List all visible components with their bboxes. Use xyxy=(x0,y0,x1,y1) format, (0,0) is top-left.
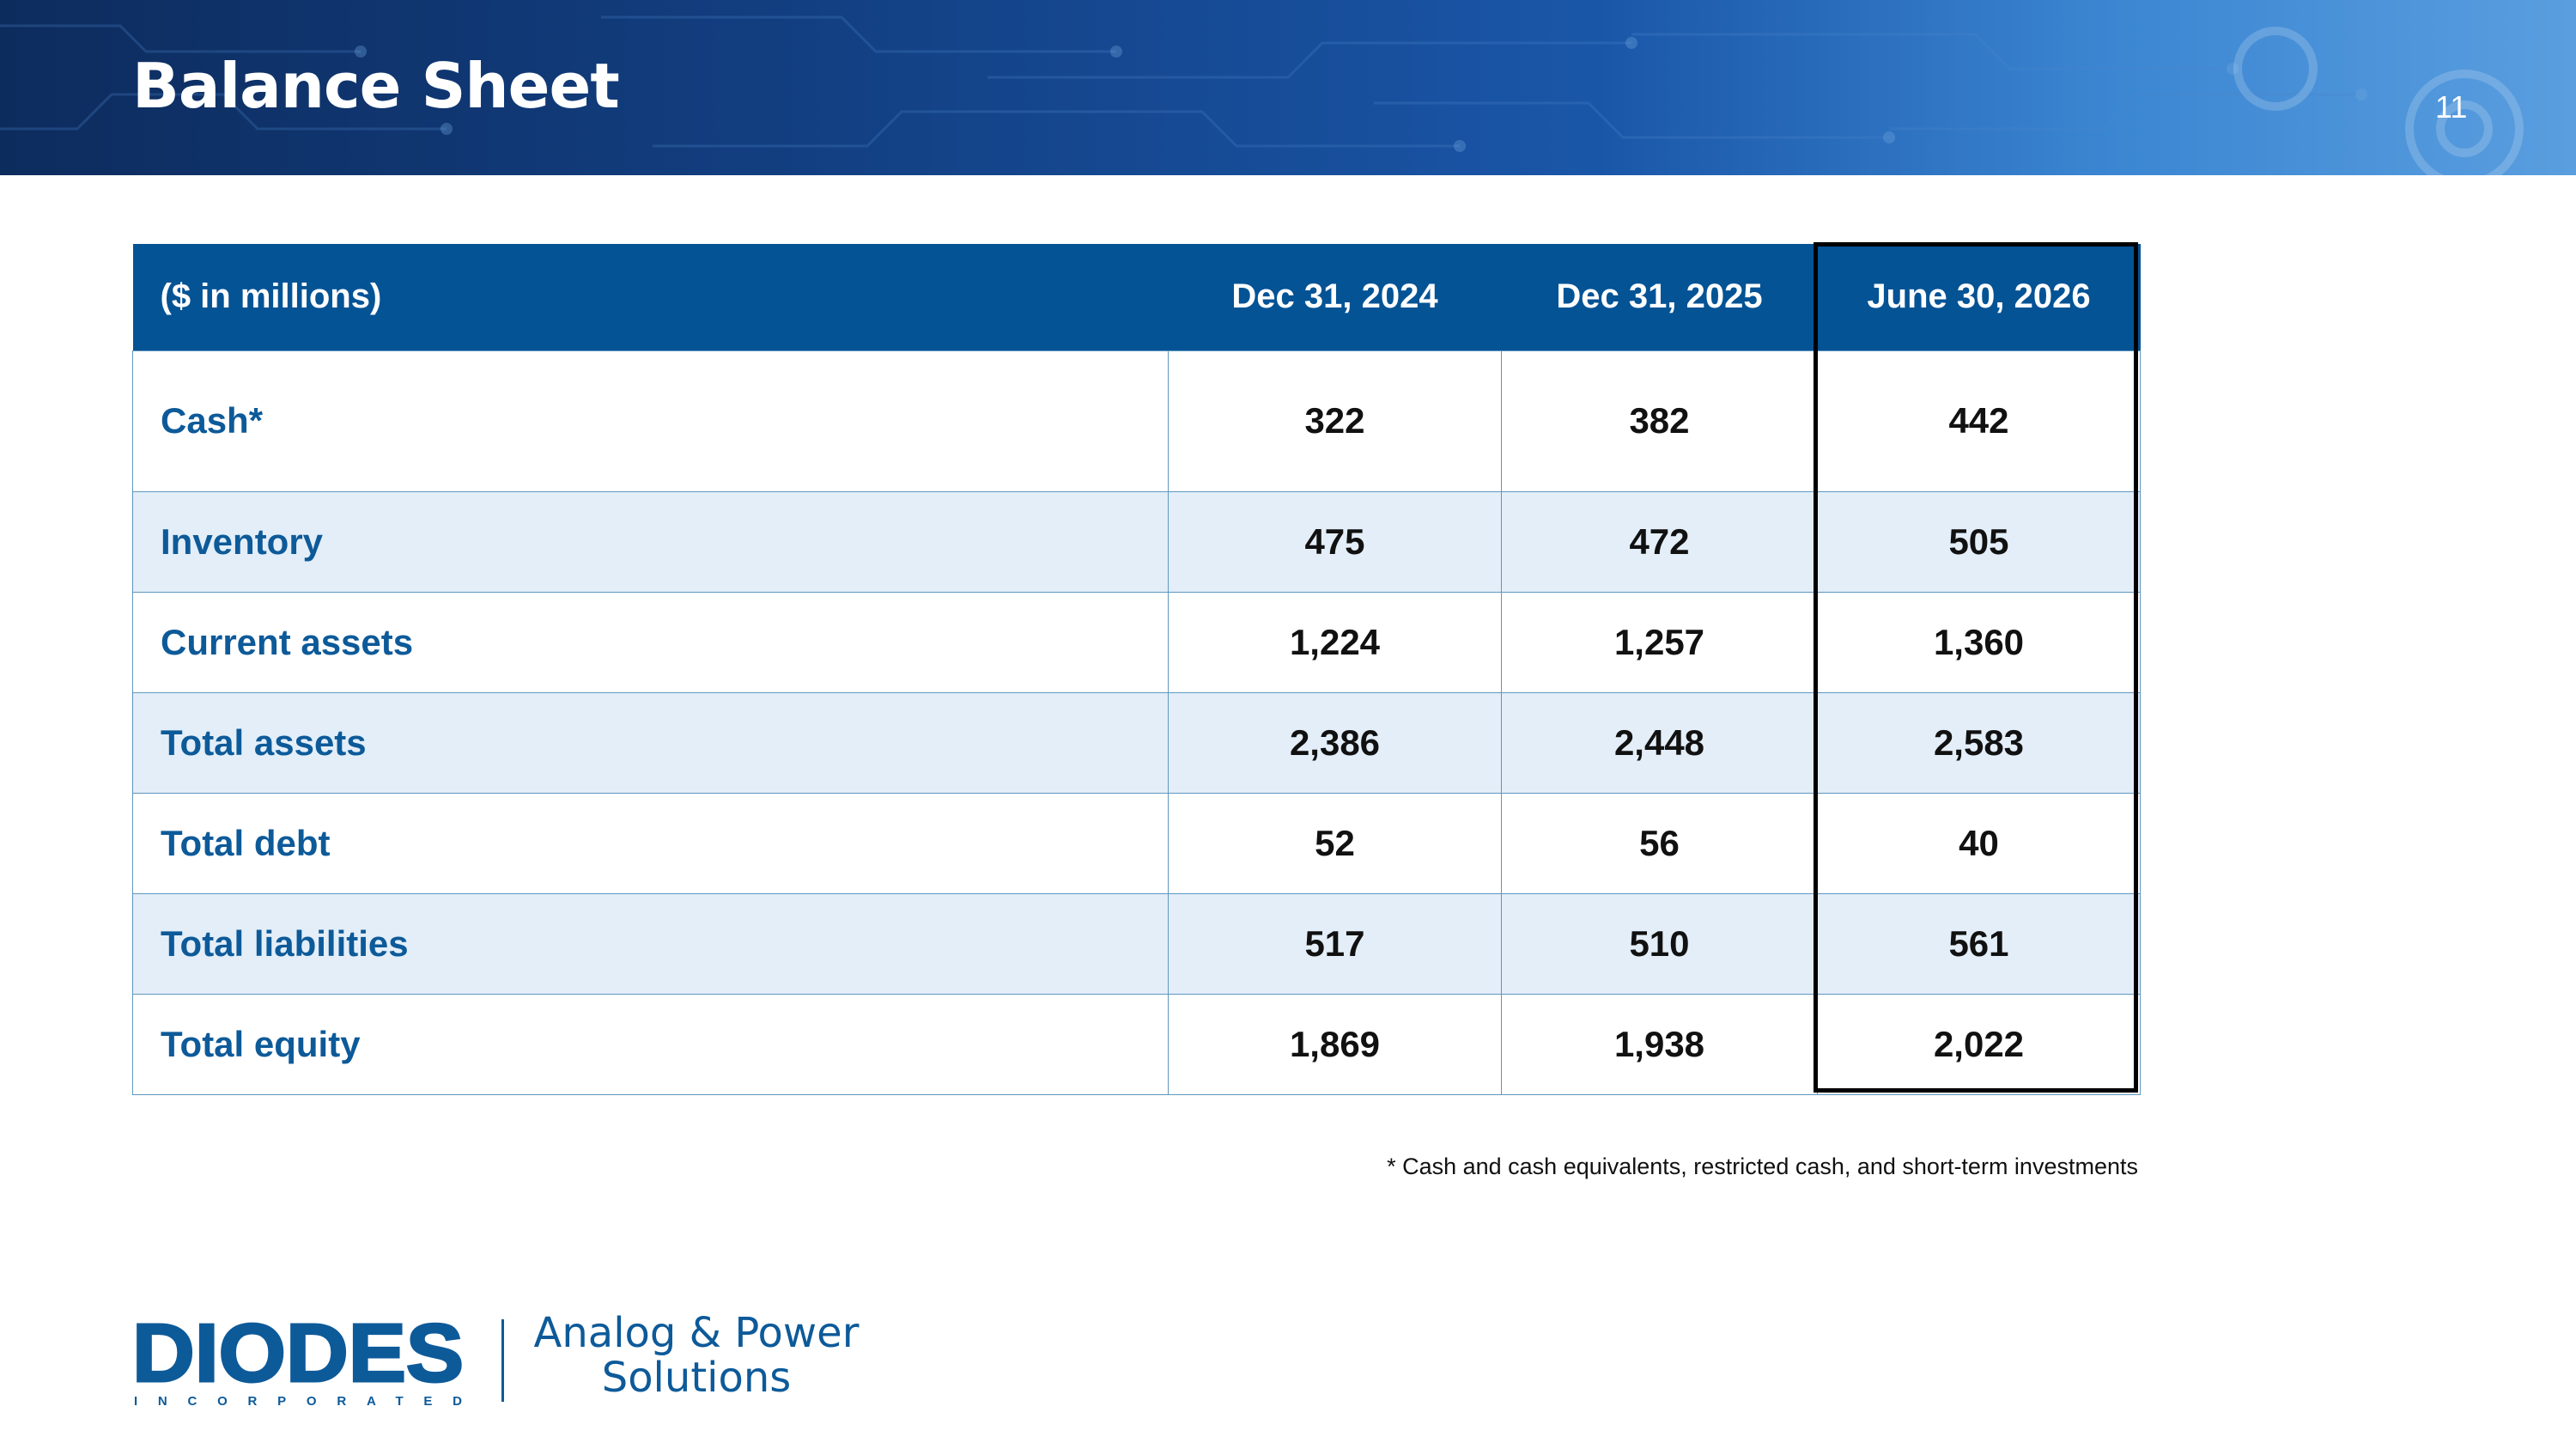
balance-sheet-table-container: ($ in millions) Dec 31, 2024 Dec 31, 202… xyxy=(132,244,2141,1095)
balance-sheet-table: ($ in millions) Dec 31, 2024 Dec 31, 202… xyxy=(132,244,2141,1095)
table-cell: 510 xyxy=(1501,892,1818,995)
table-cell: 40 xyxy=(1817,792,2141,894)
table-cell: 475 xyxy=(1168,490,1502,593)
table-cell: 505 xyxy=(1817,490,2141,593)
row-label: Total debt xyxy=(132,792,1169,894)
table-cell: 472 xyxy=(1501,490,1818,593)
logo-wordmark: DIODES xyxy=(132,1314,464,1399)
header-banner: Balance Sheet 11 xyxy=(0,0,2576,175)
diodes-logo: DIODES INCORPORATED xyxy=(132,1314,465,1409)
table-cell: 1,257 xyxy=(1501,591,1818,693)
table-row: Inventory 475 472 505 xyxy=(132,490,2141,593)
row-label: Current assets xyxy=(132,591,1169,693)
table-header-row: ($ in millions) Dec 31, 2024 Dec 31, 202… xyxy=(132,244,2141,350)
column-header-jun-2026: June 30, 2026 xyxy=(1867,277,2091,316)
footnote: * Cash and cash equivalents, restricted … xyxy=(1387,1154,2138,1179)
table-cell: 2,022 xyxy=(1817,993,2141,1095)
table-cell: 382 xyxy=(1501,350,1818,492)
table-cell: 517 xyxy=(1168,892,1502,995)
table-row: Total liabilities 517 510 561 xyxy=(132,892,2141,995)
column-header-units: ($ in millions) xyxy=(160,277,382,316)
row-label: Cash* xyxy=(132,350,1169,492)
page-title: Balance Sheet xyxy=(132,50,620,122)
row-label: Total equity xyxy=(132,993,1169,1095)
table-cell: 56 xyxy=(1501,792,1818,894)
table-cell: 52 xyxy=(1168,792,1502,894)
table-row: Total debt 52 56 40 xyxy=(132,792,2141,894)
table-cell: 561 xyxy=(1817,892,2141,995)
tagline-line-2: Solutions xyxy=(601,1354,792,1402)
circuit-pattern-decoration xyxy=(0,15,2524,175)
table-cell: 442 xyxy=(1817,350,2141,492)
table-row: Current assets 1,224 1,257 1,360 xyxy=(132,591,2141,693)
row-label: Total assets xyxy=(132,691,1169,794)
table-cell: 1,360 xyxy=(1817,591,2141,693)
logo-divider xyxy=(501,1319,504,1402)
row-label: Inventory xyxy=(132,490,1169,593)
row-label: Total liabilities xyxy=(132,892,1169,995)
table-row: Cash* 322 382 442 xyxy=(132,350,2141,492)
table-cell: 1,869 xyxy=(1168,993,1502,1095)
logo-tagline: Analog & Power Solutions xyxy=(532,1311,860,1400)
table-cell: 2,583 xyxy=(1817,691,2141,794)
table-cell: 2,386 xyxy=(1168,691,1502,794)
column-header-dec-2024: Dec 31, 2024 xyxy=(1231,277,1438,316)
table-cell: 1,938 xyxy=(1501,993,1818,1095)
table-row: Total assets 2,386 2,448 2,583 xyxy=(132,691,2141,794)
tagline-line-1: Analog & Power xyxy=(533,1309,860,1357)
table-row: Total equity 1,869 1,938 2,022 xyxy=(132,993,2141,1095)
table-cell: 322 xyxy=(1168,350,1502,492)
table-cell: 2,448 xyxy=(1501,691,1818,794)
column-header-dec-2025: Dec 31, 2025 xyxy=(1556,277,1763,316)
page-number: 11 xyxy=(2435,89,2468,125)
table-cell: 1,224 xyxy=(1168,591,1502,693)
